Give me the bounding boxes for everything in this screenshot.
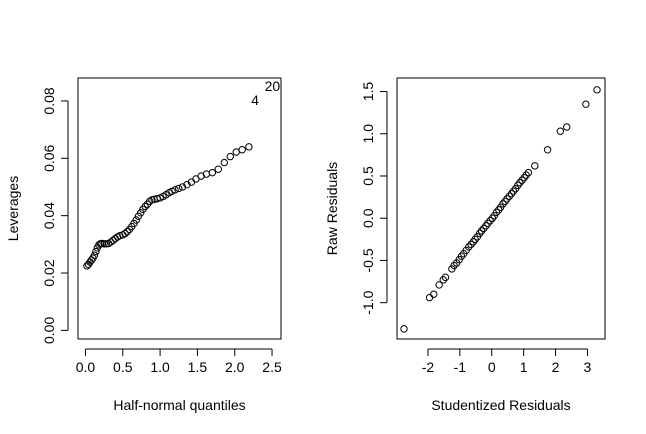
leverage-data-point <box>90 251 99 259</box>
residual-data-point <box>429 290 438 298</box>
leverage-data-point <box>121 229 129 238</box>
residual-data-point <box>441 273 450 282</box>
residual-data-point <box>505 192 513 200</box>
leverage-data-point <box>238 146 246 154</box>
residual-data-point <box>499 200 507 208</box>
leverage-x-tick-label: 0.0 <box>76 359 96 375</box>
leverage-y-tick-label: 0.08 <box>41 87 57 114</box>
residual-data-point <box>556 127 565 135</box>
leverage-x-tick-label: 2.0 <box>225 359 245 375</box>
residual-data-point <box>450 261 458 270</box>
residual-data-point <box>516 179 524 187</box>
residual-data-point <box>486 217 494 225</box>
residual-data-point <box>503 195 511 203</box>
residual-x-tick-label: 0 <box>488 359 496 375</box>
leverage-data-point <box>175 184 183 193</box>
residual-y-tick-label: -1.0 <box>360 290 376 314</box>
residual-data-point <box>582 100 590 108</box>
residual-plot-frame <box>396 77 606 340</box>
residual-data-point <box>593 86 601 94</box>
leverage-panel: 0.0 0.5 1.0 1.5 2.0 2.5 0.00 0.02 0.04 0.06 0.08 Ha… <box>5 77 282 413</box>
residual-data-point <box>439 276 447 284</box>
residual-data-point <box>522 171 530 179</box>
leverage-x-tick-label: 1.5 <box>188 359 208 375</box>
leverage-y-tick-label: 0.06 <box>41 144 57 171</box>
residual-data-point <box>465 243 473 251</box>
leverage-data-point <box>220 158 228 167</box>
leverage-data-point <box>226 152 234 161</box>
leverage-data-point <box>232 148 240 156</box>
leverage-y-tick-label: 0.00 <box>41 317 57 344</box>
residual-data-point <box>484 219 492 227</box>
leverage-data-point <box>141 202 149 211</box>
residual-y-tick-label: 1.5 <box>360 82 376 102</box>
residual-data-point <box>543 146 552 154</box>
leverage-x-tick-label: 0.5 <box>113 359 133 375</box>
residual-x-tick-label: -2 <box>422 359 435 375</box>
leverage-data-point <box>171 186 179 194</box>
leverage-data-point <box>123 228 131 236</box>
leverage-y-tick-label: 0.04 <box>41 202 57 229</box>
residual-x-tick-label: 1 <box>520 359 528 375</box>
leverage-data-point <box>197 172 205 180</box>
residual-y-tick-label: 0.0 <box>360 208 376 228</box>
leverage-point-label: 20 <box>265 78 281 94</box>
residual-data-point <box>467 240 475 249</box>
residual-data-point <box>524 168 533 177</box>
residual-data-point <box>518 176 526 184</box>
residual-data-point <box>492 208 501 217</box>
leverage-data-point <box>100 240 108 248</box>
residual-data-point <box>509 187 518 195</box>
residual-x-tick-label: 3 <box>584 359 592 375</box>
leverage-x-tick-label: 2.5 <box>262 359 282 375</box>
leverage-data-point <box>178 183 187 191</box>
residual-x-axis-title: Studentized Residuals <box>431 397 570 413</box>
residual-data-point <box>425 293 434 302</box>
residual-data-point <box>435 281 443 289</box>
leverage-data-point <box>214 165 223 173</box>
residual-x-tick-label: -1 <box>454 359 467 375</box>
leverage-data-point <box>132 216 140 224</box>
residuals-panel: -2 -1 0 1 2 3 -1.0 -0.5 0.0 0.5 1.0 1.5 Studentized … <box>324 77 606 413</box>
residual-y-tick-label: 1.0 <box>360 124 376 144</box>
leverage-data-point <box>92 247 100 256</box>
leverage-data-point <box>245 143 253 151</box>
residual-y-tick-label: -0.5 <box>360 248 376 272</box>
leverage-point-label: 4 <box>251 92 259 108</box>
residual-x-tick-label: 2 <box>552 359 560 375</box>
leverage-data-point <box>145 197 154 206</box>
leverage-x-axis-title: Half-normal quantiles <box>113 397 245 413</box>
residual-data-point <box>531 162 539 170</box>
leverage-x-tick-label: 1.0 <box>150 359 170 375</box>
leverage-data-point <box>208 168 217 177</box>
residual-data-point <box>480 224 488 233</box>
residual-data-point <box>563 123 571 131</box>
leverage-plot-frame <box>77 77 282 340</box>
residual-data-point <box>471 235 479 244</box>
residual-data-point <box>400 325 408 333</box>
residual-data-point <box>477 227 486 235</box>
residual-y-tick-label: 0.5 <box>360 166 376 186</box>
residual-y-axis-title: Raw Residuals <box>324 162 340 255</box>
residual-data-point <box>457 252 466 260</box>
leverage-y-tick-label: 0.02 <box>41 259 57 286</box>
leverage-y-axis-title: Leverages <box>5 176 21 241</box>
